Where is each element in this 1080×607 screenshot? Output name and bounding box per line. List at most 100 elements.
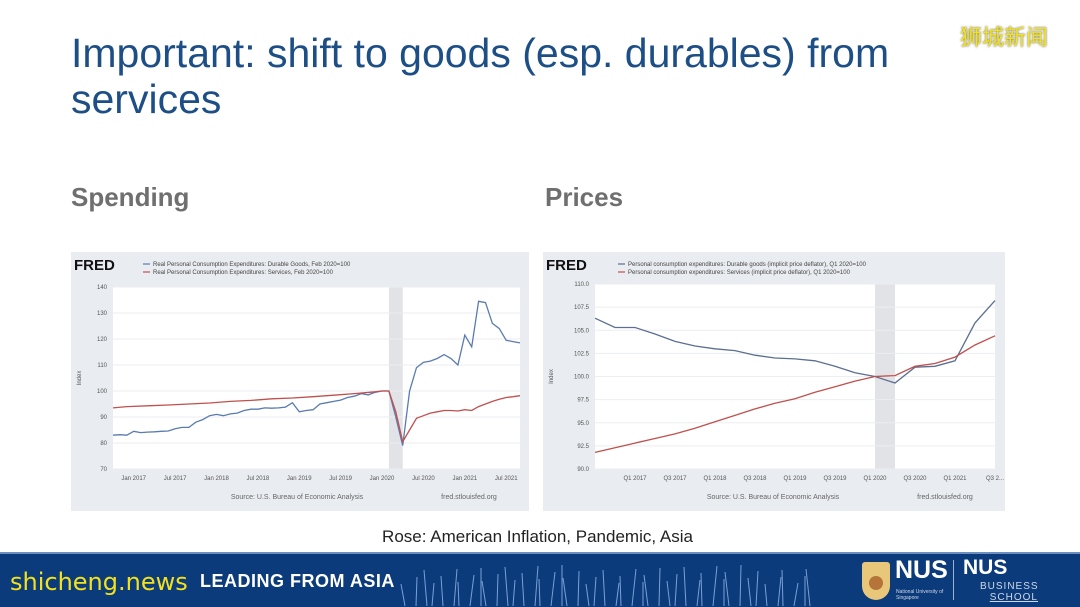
footer-motto: LEADING FROM ASIA: [200, 571, 395, 591]
y-tick-label: 102.5: [574, 351, 590, 357]
grass-stroke: [658, 567, 661, 606]
business-school-label: BUSINESS SCHOOL: [980, 581, 1038, 603]
series-line-0: [594, 300, 996, 384]
x-tick-label: Jul 2018: [247, 476, 270, 482]
grass-stroke: [793, 582, 799, 606]
grass-stroke: [469, 574, 475, 606]
grass-stroke: [755, 570, 759, 606]
y-tick-label: 100: [97, 389, 108, 395]
site-url: fred.stlouisfed.org: [917, 494, 973, 501]
y-tick-label: 105.0: [574, 328, 590, 334]
x-tick-label: Jan 2021: [452, 476, 477, 482]
x-tick-label: Jan 2017: [121, 476, 146, 482]
series-line-1: [594, 335, 996, 454]
footer-band: shicheng.news LEADING FROM ASIA NUS Nati…: [0, 552, 1080, 607]
grass-stroke: [431, 582, 435, 606]
x-tick-label: Q1 2021: [943, 476, 967, 482]
grass-stroke: [521, 572, 525, 606]
x-tick-label: Q3 2017: [663, 476, 687, 482]
x-tick-label: Jul 2021: [495, 476, 518, 482]
y-tick-label: 97.5: [577, 398, 589, 404]
source-note: Source: U.S. Bureau of Economic Analysis: [707, 494, 840, 501]
y-axis-label: Index: [77, 371, 83, 386]
x-tick-label: Jan 2019: [287, 476, 312, 482]
grass-stroke: [400, 583, 406, 606]
watermark-top: 狮城新闻: [960, 26, 1049, 51]
x-tick-label: Q3 2018: [743, 476, 767, 482]
grass-stroke: [504, 566, 509, 606]
grass-stroke: [538, 578, 541, 606]
x-tick-label: Jan 2020: [370, 476, 395, 482]
x-tick-label: Jul 2020: [412, 476, 435, 482]
business-school-line2: SCHOOL: [989, 592, 1038, 603]
logo-divider: [953, 560, 954, 600]
prices-chart: 90.0 92.5 95.0 97.5 100.0 102.5 105.0 107.5 110.…: [543, 252, 1005, 511]
grass-stroke: [423, 569, 428, 606]
grass-stroke: [674, 573, 678, 606]
y-tick-label: 110: [97, 363, 107, 369]
nus-logo-subtext: National University of Singapore: [896, 589, 944, 601]
x-tick-label: Q3 2020: [903, 476, 927, 482]
slide-caption: Rose: American Inflation, Pandemic, Asia: [382, 527, 693, 546]
grass-stroke: [550, 571, 556, 606]
grass-stroke: [615, 582, 620, 606]
recession-shading: [388, 287, 403, 469]
grass-stroke: [631, 568, 637, 606]
grass-stroke: [777, 576, 782, 606]
grass-stroke: [602, 569, 606, 606]
fred-logo: FRED: [546, 257, 587, 274]
source-note: Source: U.S. Bureau of Economic Analysis: [231, 494, 364, 501]
x-tick-label: Q1 2017: [623, 476, 647, 482]
x-tick-label: Q1 2018: [703, 476, 727, 482]
grass-stroke: [712, 565, 718, 606]
grass-stroke: [440, 575, 444, 606]
x-tick-label: Q1 2019: [783, 476, 807, 482]
grass-stroke: [643, 574, 649, 606]
spending-chart-svg: 70 80 90 100 110 120 130 140 Jan 2017 Jul 2017 Jan…: [74, 257, 521, 501]
business-school-top: NUS: [963, 556, 1008, 579]
grass-stroke: [496, 573, 499, 606]
watermark-bottom: shicheng.news: [10, 568, 188, 596]
y-axis-label: Index: [549, 369, 555, 384]
x-tick-label: Q3 2019: [823, 476, 847, 482]
fred-logo: FRED: [74, 257, 115, 274]
grass-stroke: [512, 579, 516, 606]
x-tick-label: Jul 2019: [329, 476, 352, 482]
y-tick-label: 140: [97, 285, 108, 291]
grass-stroke: [666, 580, 671, 606]
x-tick-label: Q3 2...: [986, 476, 1004, 482]
y-tick-label: 120: [97, 337, 108, 343]
legend-entry: Personal consumption expenditures: Servi…: [628, 270, 851, 276]
y-tick-label: 90: [100, 415, 107, 421]
legend-entry: Personal consumption expenditures: Durab…: [628, 262, 867, 268]
slide-title: Important: shift to goods (esp. durables…: [71, 30, 890, 122]
grass-stroke: [577, 570, 580, 606]
grass-stroke: [764, 583, 768, 606]
grass-stroke: [585, 583, 590, 606]
series-line-0: [112, 300, 521, 446]
y-tick-label: 95.0: [577, 421, 589, 427]
prices-heading: Prices: [545, 182, 624, 212]
y-tick-label: 110.0: [574, 282, 589, 288]
spending-chart: 70 80 90 100 110 120 130 140 Jan 2017 Jul 2017 Jan…: [71, 252, 529, 511]
y-tick-label: 130: [97, 311, 108, 317]
grass-decoration: [400, 564, 811, 606]
x-tick-label: Q1 2020: [863, 476, 887, 482]
y-tick-label: 70: [100, 467, 107, 473]
legend-entry: Real Personal Consumption Expenditures: …: [153, 270, 334, 276]
grass-stroke: [781, 569, 784, 606]
site-url: fred.stlouisfed.org: [441, 494, 497, 501]
grass-stroke: [739, 564, 742, 606]
grass-stroke: [562, 577, 568, 606]
grass-stroke: [700, 572, 703, 606]
y-tick-label: 100.0: [574, 375, 590, 381]
grass-stroke: [453, 568, 458, 606]
grass-stroke: [747, 577, 752, 606]
series-line-1: [112, 390, 521, 444]
grass-stroke: [696, 579, 701, 606]
x-tick-label: Jul 2017: [164, 476, 187, 482]
grass-stroke: [724, 571, 730, 606]
grass-stroke: [593, 576, 597, 606]
grass-stroke: [481, 580, 487, 606]
grass-stroke: [457, 581, 460, 606]
